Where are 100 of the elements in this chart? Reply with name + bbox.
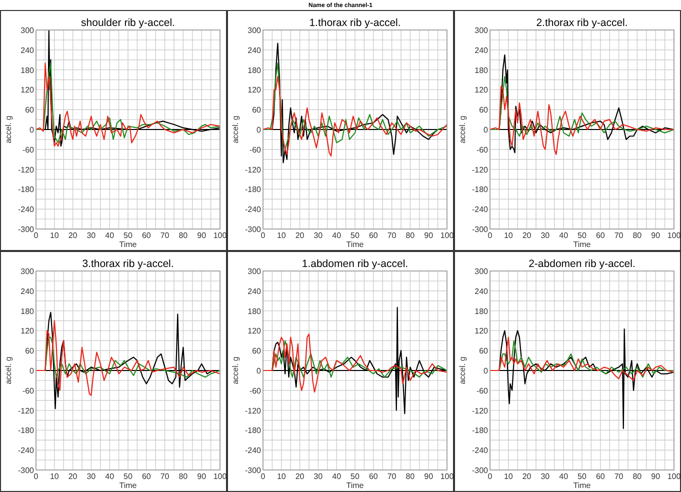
y-tick-label: 0 [484,126,489,134]
y-tick-label: 60 [479,106,489,115]
y-axis-title: accel. g [231,356,240,384]
x-tick-label: 10 [276,472,286,481]
x-axis-title: Time [573,240,592,249]
x-tick-label: 40 [332,472,342,481]
y-tick-label: -180 [244,185,262,194]
y-tick-label: -60 [22,145,35,154]
x-tick-label: 70 [387,231,397,240]
y-tick-label: 240 [248,286,262,296]
y-tick-label: 0 [484,366,489,376]
x-tick-label: 100 [667,472,681,481]
x-tick-label: 10 [50,472,60,481]
x-tick-label: 70 [160,231,170,240]
y-tick-label: 120 [474,326,489,336]
x-tick-label: 70 [160,472,170,481]
y-tick-label: -120 [244,165,262,174]
x-tick-label: 50 [578,231,587,240]
y-tick-label: -300 [18,225,35,234]
y-tick-label: 120 [248,326,262,336]
y-tick-label: -300 [472,466,489,475]
x-tick-label: 100 [213,231,228,240]
x-tick-label: 30 [314,231,324,240]
y-tick-label: 300 [20,26,35,35]
y-tick-label: -60 [22,386,35,396]
y-tick-label: -120 [18,165,35,174]
x-tick-label: 40 [559,472,569,481]
y-tick-label: -60 [476,145,489,154]
x-axis-title: Time [346,240,364,249]
chart-title: 1.abdomen rib y-accel. [302,258,408,270]
x-tick-label: 100 [213,472,228,481]
chart-title: 3.thorax rib y-accel. [82,258,174,270]
x-tick-label: 90 [651,231,661,240]
x-tick-label: 40 [559,231,569,240]
y-tick-label: -240 [18,205,35,214]
y-tick-label: -60 [476,386,489,396]
x-tick-label: 90 [197,472,207,481]
x-tick-label: 80 [178,472,188,481]
y-tick-label: 0 [256,126,262,134]
y-tick-label: 120 [474,86,489,95]
x-tick-label: 10 [504,472,514,481]
y-tick-label: -60 [249,386,262,396]
y-tick-label: 120 [20,86,35,95]
y-tick-label: -240 [472,446,489,456]
x-tick-label: 40 [105,472,115,481]
x-tick-label: 10 [504,231,514,240]
y-tick-label: 60 [479,346,489,356]
y-tick-label: -300 [244,225,262,234]
x-tick-label: 80 [632,231,642,240]
y-tick-label: 0 [30,126,35,134]
y-tick-label: 300 [474,26,489,35]
y-tick-label: 300 [20,267,35,276]
y-tick-label: -180 [18,185,35,194]
y-tick-label: 240 [248,46,262,55]
x-tick-label: 70 [614,472,624,481]
x-tick-label: 20 [295,231,305,240]
y-tick-label: 300 [474,267,489,276]
x-tick-label: 30 [540,472,550,481]
y-axis-title: accel. g [231,116,240,144]
x-tick-label: 60 [142,231,152,240]
y-axis-title: accel. g [4,356,13,384]
y-tick-label: -300 [244,466,262,475]
y-tick-label: 60 [252,346,262,356]
y-tick-label: -240 [244,205,262,214]
y-tick-label: 180 [474,66,489,75]
y-axis-title: accel. g [4,116,13,144]
chart-title: shoulder rib y-accel. [81,17,175,29]
x-tick-label: 10 [276,231,286,240]
x-tick-label: 60 [596,231,606,240]
y-tick-label: 180 [20,66,35,75]
y-axis-title: accel. g [458,116,467,144]
chart-title: 2.thorax rib y-accel. [536,17,628,29]
x-tick-label: 30 [86,231,96,240]
y-tick-label: -180 [18,426,35,436]
y-tick-label: -300 [18,466,35,475]
x-tick-label: 80 [406,231,416,240]
x-tick-label: 80 [178,231,188,240]
x-tick-label: 30 [86,472,96,481]
x-tick-label: 90 [197,231,207,240]
y-tick-label: -120 [472,165,489,174]
x-tick-label: 50 [350,231,360,240]
y-tick-label: 180 [20,306,35,316]
x-tick-label: 90 [424,231,434,240]
y-tick-label: -300 [472,225,489,234]
y-tick-label: 120 [248,86,262,95]
x-tick-label: 40 [105,231,115,240]
x-tick-label: 90 [424,472,434,481]
y-tick-label: 300 [248,267,262,276]
x-axis-title: Time [346,481,364,490]
x-tick-label: 100 [667,231,681,240]
y-tick-label: -240 [472,205,489,214]
y-tick-label: -60 [249,145,262,154]
x-tick-label: 50 [124,472,133,481]
y-tick-label: 240 [474,46,489,55]
y-tick-label: 180 [474,306,489,316]
y-tick-label: 240 [20,286,35,296]
x-tick-label: 60 [142,472,152,481]
chart-title: 1.thorax rib y-accel. [309,17,401,29]
x-tick-label: 50 [350,472,360,481]
x-tick-label: 50 [124,231,133,240]
